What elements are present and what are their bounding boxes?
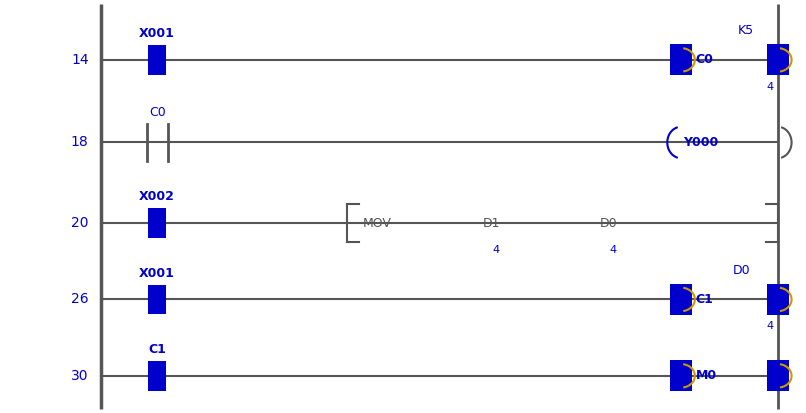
Text: M0: M0 [696, 369, 717, 382]
Text: D1: D1 [483, 216, 501, 230]
Bar [767, 45, 789, 75]
Bar [148, 361, 166, 391]
Text: C0: C0 [149, 106, 165, 119]
Text: K5: K5 [737, 24, 754, 37]
Text: X002: X002 [139, 190, 175, 203]
Text: 4: 4 [767, 321, 773, 331]
Bar [148, 285, 166, 314]
Bar [148, 45, 166, 75]
Text: C0: C0 [696, 53, 713, 66]
Bar [767, 360, 789, 392]
Text: C1: C1 [696, 293, 713, 306]
Text: 20: 20 [71, 216, 89, 230]
Text: X001: X001 [139, 267, 175, 280]
Text: MOV: MOV [363, 216, 392, 230]
Text: 26: 26 [71, 292, 89, 306]
Text: 14: 14 [71, 53, 89, 67]
Text: X001: X001 [139, 27, 175, 40]
Text: Y000: Y000 [683, 136, 719, 149]
Text: 4: 4 [767, 82, 773, 92]
Bar [148, 208, 166, 238]
Bar [670, 360, 692, 392]
Bar [670, 284, 692, 315]
Text: C1: C1 [148, 343, 166, 356]
Bar [767, 284, 789, 315]
Text: 30: 30 [71, 369, 89, 383]
Text: 4: 4 [609, 245, 616, 255]
Text: D0: D0 [733, 264, 750, 277]
Text: 4: 4 [492, 245, 499, 255]
Text: 18: 18 [71, 135, 89, 150]
Text: D0: D0 [600, 216, 617, 230]
Bar [670, 45, 692, 75]
